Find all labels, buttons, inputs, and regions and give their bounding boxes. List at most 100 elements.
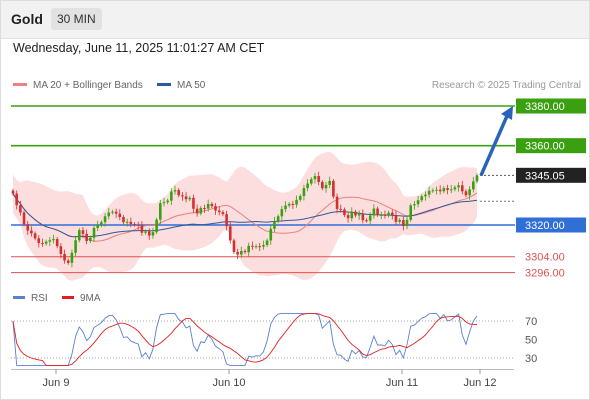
candle-body xyxy=(41,243,44,245)
candle-body xyxy=(416,200,420,205)
candle-body xyxy=(140,225,144,233)
candle-body xyxy=(59,246,63,254)
candle-body xyxy=(258,246,262,248)
candle-body xyxy=(192,197,195,209)
level-label-3360.00: 3360.00 xyxy=(516,138,586,154)
level-label-3296.00: 3296.00 xyxy=(525,268,565,280)
candle-body xyxy=(206,203,210,209)
candle-body xyxy=(173,190,177,192)
legend-ma50-swatch xyxy=(157,82,171,86)
candle-body xyxy=(254,246,258,248)
legend-rsi-swatch xyxy=(13,295,25,299)
candle-body xyxy=(379,214,383,216)
candle-body xyxy=(74,240,77,253)
candle-body xyxy=(129,221,133,225)
candle-body xyxy=(15,193,18,206)
candle-body xyxy=(77,230,81,241)
legend-ma9-swatch xyxy=(62,295,74,299)
candle-body xyxy=(475,175,479,182)
candle-body xyxy=(55,239,59,247)
rsi-tick-30: 30 xyxy=(525,353,537,365)
candle-body xyxy=(11,190,15,194)
candle-body xyxy=(30,230,33,234)
legend-rsi: RSI xyxy=(13,293,48,304)
level-label-3380.00: 3380.00 xyxy=(516,98,586,114)
candle-body xyxy=(251,245,254,247)
x-tick-label: Jun 9 xyxy=(43,377,70,389)
candle-body xyxy=(464,191,468,196)
candle-body xyxy=(328,180,331,185)
candle-body xyxy=(262,245,265,247)
candle-body xyxy=(335,196,339,209)
rsi-line xyxy=(12,313,478,366)
level-label-3304.00: 3304.00 xyxy=(525,252,565,264)
candle-body xyxy=(287,203,291,206)
candle-body xyxy=(402,220,405,226)
candle-body xyxy=(343,209,346,216)
candle-body xyxy=(48,240,52,242)
candle-body xyxy=(136,224,140,226)
candle-body xyxy=(376,208,379,215)
x-tick-label: Jun 12 xyxy=(463,377,496,389)
forecast-arrow-head xyxy=(501,105,513,120)
candle-body xyxy=(52,239,55,241)
candle-body xyxy=(446,188,449,190)
candle-body xyxy=(214,206,217,211)
candle-body xyxy=(247,245,250,253)
candle-body xyxy=(284,205,287,210)
candle-body xyxy=(195,208,199,214)
candle-body xyxy=(85,233,88,242)
candle-body xyxy=(427,190,431,195)
candle-body xyxy=(89,237,92,242)
rsi-ma9-line xyxy=(12,313,478,366)
candle-body xyxy=(354,211,357,216)
candle-body xyxy=(324,184,328,189)
candle-body xyxy=(19,205,22,213)
candle-body xyxy=(357,213,361,216)
candle-body xyxy=(221,212,225,215)
x-tick-label: Jun 10 xyxy=(212,377,245,389)
candle-body xyxy=(365,220,368,222)
candle-body xyxy=(295,199,298,205)
candle-body xyxy=(273,221,276,229)
candle-body xyxy=(103,216,107,223)
candle-body xyxy=(346,215,350,219)
timeframe-button[interactable]: 30 MIN xyxy=(51,8,102,30)
candle-body xyxy=(317,176,320,182)
candle-body xyxy=(144,231,147,233)
candle-body xyxy=(398,220,401,222)
candle-body xyxy=(203,207,206,209)
candle-body xyxy=(391,212,394,216)
candle-body xyxy=(405,219,409,226)
level-text-3380.00: 3380.00 xyxy=(525,101,565,113)
candle-body xyxy=(453,187,457,190)
candle-body xyxy=(313,176,317,180)
candle-body xyxy=(217,210,221,213)
candle-body xyxy=(309,179,313,184)
x-tick-label: Jun 11 xyxy=(386,377,418,389)
level-label-3320.00: 3320.00 xyxy=(516,217,586,233)
level-text-3304.00: 3304.00 xyxy=(525,252,565,264)
candle-body xyxy=(280,209,284,217)
candle-body xyxy=(460,185,464,192)
candle-body xyxy=(435,189,438,191)
level-box-3380.00 xyxy=(516,98,586,114)
level-text-3345.05: 3345.05 xyxy=(525,170,565,182)
candle-body xyxy=(442,188,446,192)
candle-body xyxy=(159,203,162,220)
candle-body xyxy=(188,197,192,200)
level-text-3320.00: 3320.00 xyxy=(525,220,565,232)
candle-body xyxy=(100,222,103,226)
candle-body xyxy=(22,212,26,225)
candle-body xyxy=(92,227,96,238)
candle-body xyxy=(361,213,365,221)
candle-body xyxy=(468,189,471,196)
candle-body xyxy=(155,219,158,233)
candle-body xyxy=(350,211,354,219)
candle-body xyxy=(166,200,169,203)
symbol-title: Gold xyxy=(11,11,43,27)
legend-ma50-label: MA 50 xyxy=(177,80,206,91)
credit-text: Research © 2025 Trading Central xyxy=(431,80,581,91)
candle-body xyxy=(424,194,427,197)
